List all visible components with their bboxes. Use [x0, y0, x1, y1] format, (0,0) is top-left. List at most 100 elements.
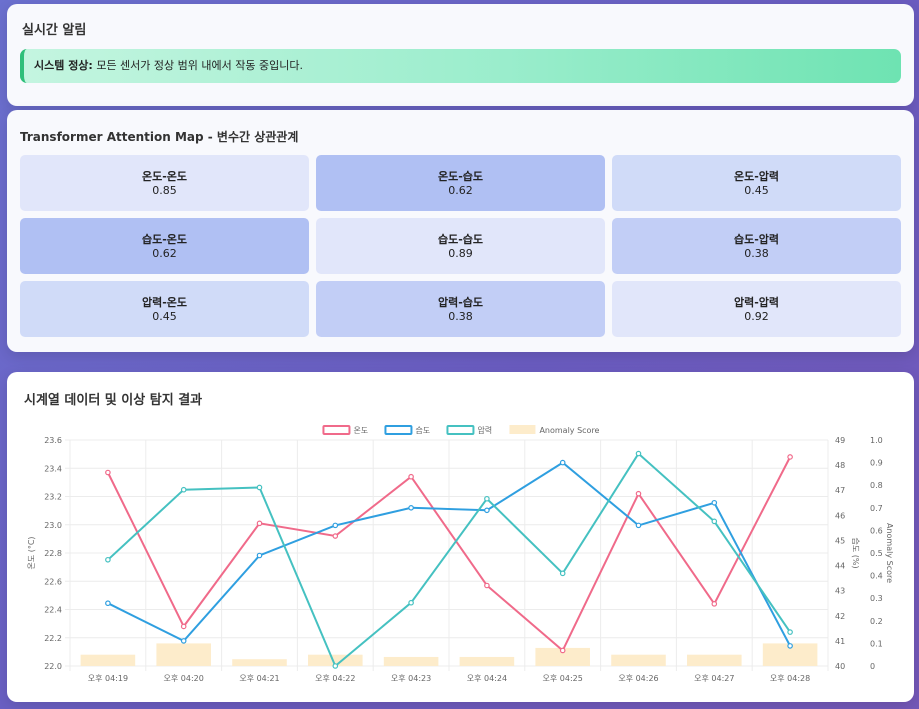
y-tick-label: 22.0 [44, 662, 62, 671]
attention-cell: 온도-압력 0.45 [612, 155, 901, 211]
data-point [408, 505, 414, 511]
attention-cell: 압력-온도 0.45 [20, 281, 309, 337]
data-point [408, 473, 414, 480]
data-point [711, 518, 718, 525]
data-point [484, 495, 490, 502]
series-line [107, 452, 791, 668]
y1-tick-label: 46 [835, 511, 845, 520]
attention-cell: 온도-온도 0.85 [20, 155, 309, 211]
x-tick-label: 오후 04:21 [239, 674, 279, 683]
data-point [559, 647, 566, 654]
cell-label: 습도-습도 [437, 233, 484, 246]
cell-label: 압력-압력 [733, 296, 780, 309]
data-point [332, 522, 339, 529]
y-tick-label: 23.4 [44, 464, 62, 473]
y2-tick-label: 0.3 [870, 594, 883, 603]
y2-tick-label: 0.1 [870, 639, 883, 648]
anomaly-bar [762, 643, 818, 666]
data-point [256, 520, 263, 527]
cell-label: 압력-온도 [141, 296, 188, 309]
status-message: 모든 센서가 정상 범위 내에서 작동 중입니다. [92, 59, 303, 72]
anomaly-bar [535, 647, 590, 666]
legend-label: 습도 [415, 426, 430, 435]
y1-tick-label: 45 [835, 536, 845, 545]
cell-value: 0.45 [744, 184, 769, 197]
data-point [484, 582, 490, 589]
data-point [256, 552, 263, 559]
cell-label: 습도-압력 [733, 233, 780, 246]
attention-cell: 습도-압력 0.38 [612, 218, 901, 274]
anomaly-bar [80, 654, 136, 666]
x-tick-label: 오후 04:28 [770, 674, 810, 683]
data-point [105, 600, 111, 607]
attention-map-card: Transformer Attention Map - 변수간 상관관계 온도-… [7, 110, 914, 352]
status-label: 시스템 정상: [34, 59, 93, 72]
data-point [180, 623, 187, 630]
data-point [711, 499, 718, 506]
data-point [105, 556, 111, 563]
data-point [559, 459, 566, 466]
anomaly-bar [383, 656, 439, 666]
y1-tick-label: 47 [835, 486, 845, 495]
cell-value: 0.38 [744, 247, 769, 260]
data-point [787, 629, 793, 635]
y2-tick-label: 1.0 [870, 436, 883, 445]
cell-label: 습도-온도 [141, 233, 188, 246]
anomaly-bar [687, 654, 742, 666]
x-tick-label: 오후 04:25 [543, 674, 583, 683]
timeseries-card: 시계열 데이터 및 이상 탐지 결과 22.0 22.2 22.4 22.6 22.8 2… [7, 372, 914, 702]
data-point [711, 601, 718, 607]
data-point [635, 522, 642, 529]
legend-label: Anomaly Score [539, 426, 599, 435]
legend-swatch [446, 425, 475, 435]
x-tick-label: 오후 04:19 [88, 674, 128, 683]
data-point [787, 643, 793, 649]
data-point [484, 507, 490, 514]
data-point [180, 638, 187, 644]
data-point [332, 533, 339, 539]
y2-axis-title: Anomaly Score [885, 523, 894, 583]
x-tick-label: 오후 04:26 [618, 674, 658, 683]
y1-tick-label: 43 [835, 587, 845, 596]
attention-map-title: Transformer Attention Map - 변수간 상관관계 [20, 130, 299, 144]
y1-tick-label: 42 [835, 612, 845, 621]
cell-value: 0.89 [448, 247, 473, 260]
attention-cell: 압력-습도 0.38 [316, 281, 605, 337]
x-tick-label: 오후 04:23 [391, 674, 431, 683]
legend-swatch [509, 425, 536, 434]
y-tick-label: 22.8 [44, 549, 62, 558]
anomaly-bar [459, 656, 515, 666]
y2-tick-label: 0.9 [870, 459, 883, 468]
anomaly-bar [156, 643, 211, 666]
cell-value: 0.62 [448, 184, 473, 197]
y-tick-label: 22.6 [44, 577, 62, 586]
x-tick-label: 오후 04:24 [467, 674, 507, 683]
data-point [408, 599, 414, 606]
legend-label: 압력 [477, 425, 492, 435]
y2-tick-label: 0 [870, 662, 875, 671]
y1-tick-label: 49 [835, 436, 845, 445]
data-point [559, 570, 566, 577]
legend-label: 온도 [353, 426, 368, 435]
chart-title: 시계열 데이터 및 이상 탐지 결과 [24, 393, 203, 408]
data-point [256, 484, 263, 491]
cell-label: 온도-압력 [733, 170, 780, 183]
attention-cell: 온도-습도 0.62 [316, 155, 605, 211]
cell-value: 0.92 [744, 310, 769, 323]
y1-tick-label: 41 [835, 637, 845, 646]
system-status-alert: 시스템 정상: 모든 센서가 정상 범위 내에서 작동 중입니다. [20, 49, 901, 83]
attention-cell: 습도-습도 0.89 [316, 218, 605, 274]
timeseries-chart: 22.0 22.2 22.4 22.6 22.8 23.0 23.2 23.4 23.6 40 41… [27, 425, 894, 683]
cell-value: 0.38 [448, 310, 473, 323]
anomaly-bar [611, 654, 666, 666]
y2-tick-label: 0.5 [870, 549, 883, 558]
data-point [332, 663, 339, 669]
data-point [635, 450, 642, 457]
y2-tick-label: 0.4 [870, 572, 883, 581]
y2-tick-label: 0.2 [870, 617, 883, 626]
cell-value: 0.85 [152, 184, 177, 197]
y1-tick-label: 48 [835, 461, 845, 470]
y-tick-label: 23.6 [44, 436, 62, 445]
data-point [180, 486, 187, 493]
y1-axis-title: 습도 (%) [851, 537, 860, 568]
